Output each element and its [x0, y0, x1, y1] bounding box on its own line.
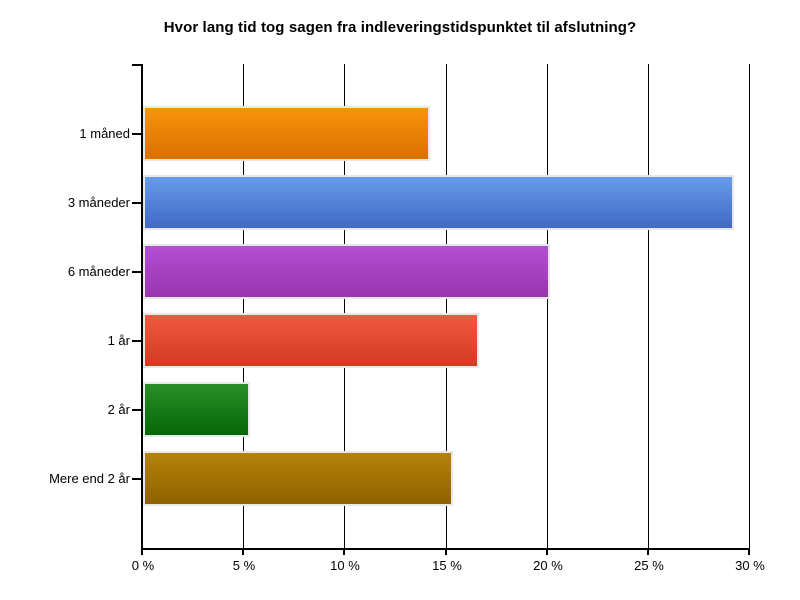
y-axis-tick — [132, 339, 141, 342]
y-axis-tick — [132, 408, 141, 411]
plot-area — [143, 64, 750, 548]
gridline-30 — [749, 64, 750, 548]
bar-2 — [143, 175, 734, 230]
y-axis-line — [141, 64, 143, 550]
y-axis-tick — [132, 201, 141, 204]
y-axis-label: 1 år — [107, 332, 130, 348]
bar-5 — [143, 382, 251, 437]
x-axis-label: 30 % — [735, 558, 765, 573]
y-axis-label: Mere end 2 år — [49, 470, 130, 486]
bar-4 — [143, 313, 479, 368]
gridline-20 — [547, 64, 548, 548]
y-axis-label: 1 måned — [79, 125, 130, 141]
x-axis-label: 20 % — [533, 558, 563, 573]
x-axis-tick-20 — [546, 548, 548, 555]
x-axis-label: 0 % — [131, 558, 155, 573]
x-axis-label: 5 % — [232, 558, 256, 573]
x-axis-tick-30 — [748, 548, 750, 555]
x-axis-label: 25 % — [634, 558, 664, 573]
gridline-15 — [446, 64, 447, 548]
y-axis-top-tick — [132, 64, 141, 66]
y-axis-label: 6 måneder — [67, 263, 130, 279]
y-axis-tick — [132, 132, 141, 135]
y-axis-label: 2 år — [107, 401, 130, 417]
gridline-5 — [243, 64, 244, 548]
x-axis-tick-10 — [343, 548, 345, 555]
gridline-10 — [344, 64, 345, 548]
bar-6 — [143, 451, 453, 506]
x-axis-tick-0 — [141, 548, 143, 555]
x-axis-tick-15 — [445, 548, 447, 555]
y-axis-tick — [132, 477, 141, 480]
bar-3 — [143, 244, 550, 299]
x-axis-tick-5 — [242, 548, 244, 555]
gridline-25 — [648, 64, 649, 548]
bar-1 — [143, 106, 431, 161]
x-axis-tick-25 — [647, 548, 649, 555]
chart-title: Hvor lang tid tog sagen fra indleverings… — [163, 19, 637, 36]
x-axis-label: 15 % — [432, 558, 462, 573]
y-axis-tick — [132, 270, 141, 273]
y-axis-label: 3 måneder — [67, 194, 130, 210]
x-axis-label: 10 % — [330, 558, 360, 573]
